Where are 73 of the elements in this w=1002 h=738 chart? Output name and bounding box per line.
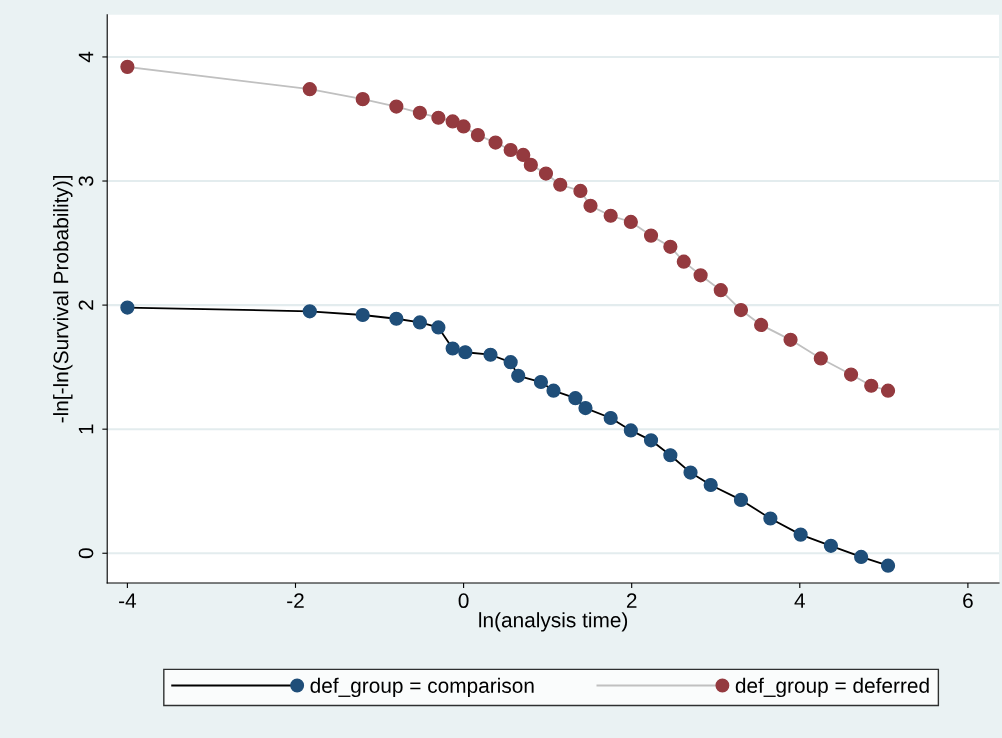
point (355, 92, 370, 107)
point (733, 302, 749, 318)
legend-label: def_group = comparison (310, 677, 534, 698)
point (603, 410, 618, 426)
point (302, 304, 317, 319)
x-tick-label: 6 (963, 593, 973, 609)
point (511, 368, 526, 383)
point (880, 558, 896, 573)
point (864, 378, 879, 393)
point (583, 198, 598, 213)
point (733, 492, 749, 507)
point (823, 538, 838, 553)
point (389, 311, 404, 326)
point (683, 465, 698, 480)
point (568, 391, 583, 406)
x-tick-label: 4 (794, 593, 805, 608)
point (663, 448, 678, 463)
point (120, 300, 135, 315)
point (843, 367, 859, 382)
point (643, 433, 659, 448)
point (603, 208, 618, 223)
point (538, 166, 554, 181)
point (623, 423, 638, 438)
legend-label: def_group = deferred (735, 677, 929, 698)
x-axis-title: ln(analysis time) (479, 612, 628, 632)
point (302, 82, 317, 97)
point (488, 135, 503, 150)
y-tick-label: 0 (78, 548, 94, 559)
y-tick-label: 2 (78, 300, 94, 310)
point (754, 317, 769, 333)
point (693, 268, 708, 283)
point (546, 383, 561, 398)
point (389, 99, 404, 114)
point (880, 383, 896, 398)
point (412, 315, 427, 330)
point (503, 355, 518, 370)
point (623, 214, 638, 230)
point (412, 105, 427, 120)
point (553, 177, 568, 192)
point (703, 477, 718, 493)
y-axis-title: -ln[-ln(Survival Probability)] (53, 175, 73, 423)
point (516, 147, 531, 163)
x-tick-label: 0 (458, 593, 469, 609)
y-tick-label: 3 (78, 176, 94, 187)
y-tick-label: 1 (78, 424, 94, 434)
point (793, 527, 808, 542)
x-tick-label: 2 (626, 593, 637, 608)
point (573, 183, 588, 199)
point (813, 351, 828, 366)
point (431, 320, 446, 335)
point (663, 239, 678, 254)
point (676, 254, 691, 269)
point (445, 341, 460, 356)
x-tick-label: -4 (119, 593, 137, 608)
point (533, 374, 549, 390)
point (470, 128, 485, 143)
point (643, 228, 659, 243)
point (763, 511, 778, 526)
y-tick-label: 4 (78, 51, 94, 63)
point (578, 400, 593, 416)
point (713, 283, 728, 298)
point (445, 114, 460, 129)
point (523, 157, 538, 172)
point (503, 142, 518, 158)
x-tick-label: -2 (287, 593, 304, 608)
point (431, 110, 446, 125)
point (854, 549, 869, 565)
point (456, 119, 471, 134)
point (120, 59, 135, 74)
point (483, 347, 498, 362)
point (458, 345, 473, 360)
point (783, 332, 798, 347)
point (355, 307, 370, 323)
